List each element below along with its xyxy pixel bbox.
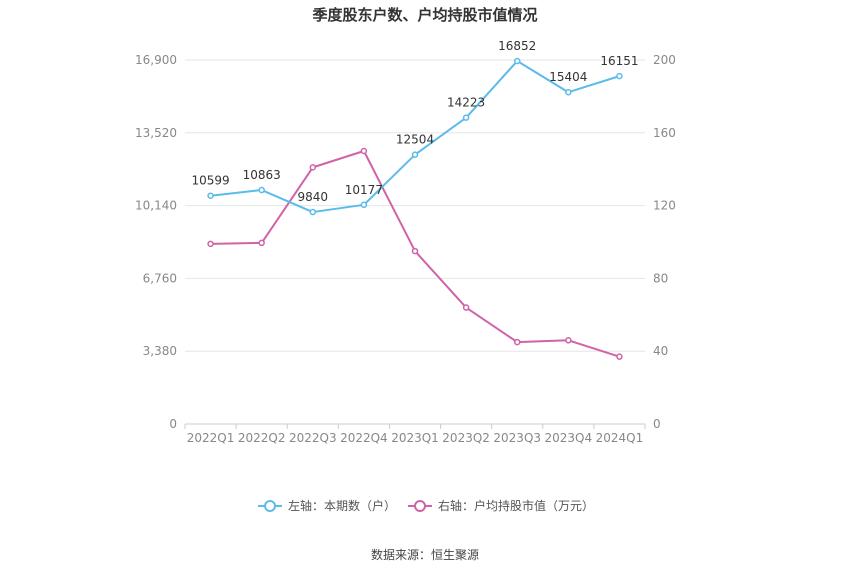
right-tick-label: 200 bbox=[653, 53, 676, 67]
left-tick-label: 10,140 bbox=[135, 199, 177, 213]
data-point bbox=[462, 304, 470, 311]
data-label: 12504 bbox=[396, 133, 434, 147]
x-tick-label: 2023Q3 bbox=[493, 431, 541, 445]
left-tick-label: 13,520 bbox=[135, 126, 177, 140]
left-tick-label: 6,760 bbox=[143, 271, 177, 285]
right-tick-label: 40 bbox=[653, 344, 668, 358]
data-point bbox=[207, 240, 214, 248]
data-point bbox=[258, 239, 265, 247]
right-tick-label: 120 bbox=[653, 199, 676, 213]
x-tick-label: 2023Q2 bbox=[442, 431, 490, 445]
legend-item-right[interactable]: 右轴：户均持股市值（万元） bbox=[408, 498, 594, 513]
data-point bbox=[616, 353, 623, 360]
chart-title: 季度股东户数、户均持股市值情况 bbox=[312, 6, 537, 24]
data-point bbox=[513, 338, 521, 346]
right-tick-label: 80 bbox=[653, 271, 668, 285]
data-point bbox=[309, 164, 317, 171]
left-axis: 0 3,380 6,760 10,140 13,520 16,900 bbox=[135, 53, 177, 431]
left-tick-label: 3,380 bbox=[143, 344, 177, 358]
right-tick-label: 160 bbox=[653, 126, 676, 140]
data-point bbox=[360, 147, 368, 155]
series-layer bbox=[207, 57, 623, 360]
x-axis: 2022Q1 2022Q2 2022Q3 2022Q4 2023Q1 2023Q2 2023… bbox=[184, 424, 646, 445]
left-tick-label: 0 bbox=[169, 417, 177, 431]
legend-right-marker bbox=[414, 500, 426, 512]
data-point bbox=[360, 201, 368, 209]
data-label: 10863 bbox=[243, 168, 281, 182]
x-tick-label: 2023Q4 bbox=[545, 431, 593, 445]
legend-right-label: 右轴：户均持股市值（万元） bbox=[438, 498, 594, 513]
x-tick-label: 2022Q4 bbox=[340, 431, 388, 445]
data-label: 15404 bbox=[549, 70, 587, 84]
legend-left-marker bbox=[264, 500, 276, 512]
right-axis: 0 40 80 120 160 200 bbox=[653, 53, 676, 431]
x-tick-label: 2023Q1 bbox=[391, 431, 439, 445]
data-labels: 10599 10863 9840 10177 12504 14223 16852 15404 1… bbox=[191, 39, 638, 204]
data-label: 9840 bbox=[298, 190, 329, 204]
data-point bbox=[258, 186, 265, 194]
legend: 左轴：本期数（户） 右轴：户均持股市值（万元） bbox=[258, 498, 594, 513]
data-point bbox=[411, 151, 419, 158]
x-tick-label: 2024Q1 bbox=[596, 431, 644, 445]
data-label: 10599 bbox=[191, 174, 229, 188]
source-note: 数据来源：恒生聚源 bbox=[371, 547, 479, 562]
x-tick-label: 2022Q2 bbox=[238, 431, 286, 445]
data-point bbox=[309, 208, 317, 216]
data-point bbox=[207, 192, 214, 199]
legend-item-left[interactable]: 左轴：本期数（户） bbox=[258, 498, 396, 513]
data-point bbox=[462, 114, 470, 121]
data-point bbox=[411, 247, 419, 255]
data-label: 14223 bbox=[447, 96, 485, 110]
data-label: 16852 bbox=[498, 39, 536, 53]
right-tick-label: 0 bbox=[653, 417, 661, 431]
data-label: 10177 bbox=[345, 183, 383, 197]
data-point bbox=[565, 337, 572, 344]
grid bbox=[185, 59, 645, 425]
data-point bbox=[565, 88, 572, 96]
data-point bbox=[616, 72, 623, 80]
data-label: 16151 bbox=[600, 54, 638, 68]
legend-left-label: 左轴：本期数（户） bbox=[288, 498, 396, 513]
x-tick-label: 2022Q3 bbox=[289, 431, 337, 445]
x-tick-label: 2022Q1 bbox=[187, 431, 235, 445]
data-point bbox=[513, 57, 521, 65]
left-tick-label: 16,900 bbox=[135, 53, 177, 67]
